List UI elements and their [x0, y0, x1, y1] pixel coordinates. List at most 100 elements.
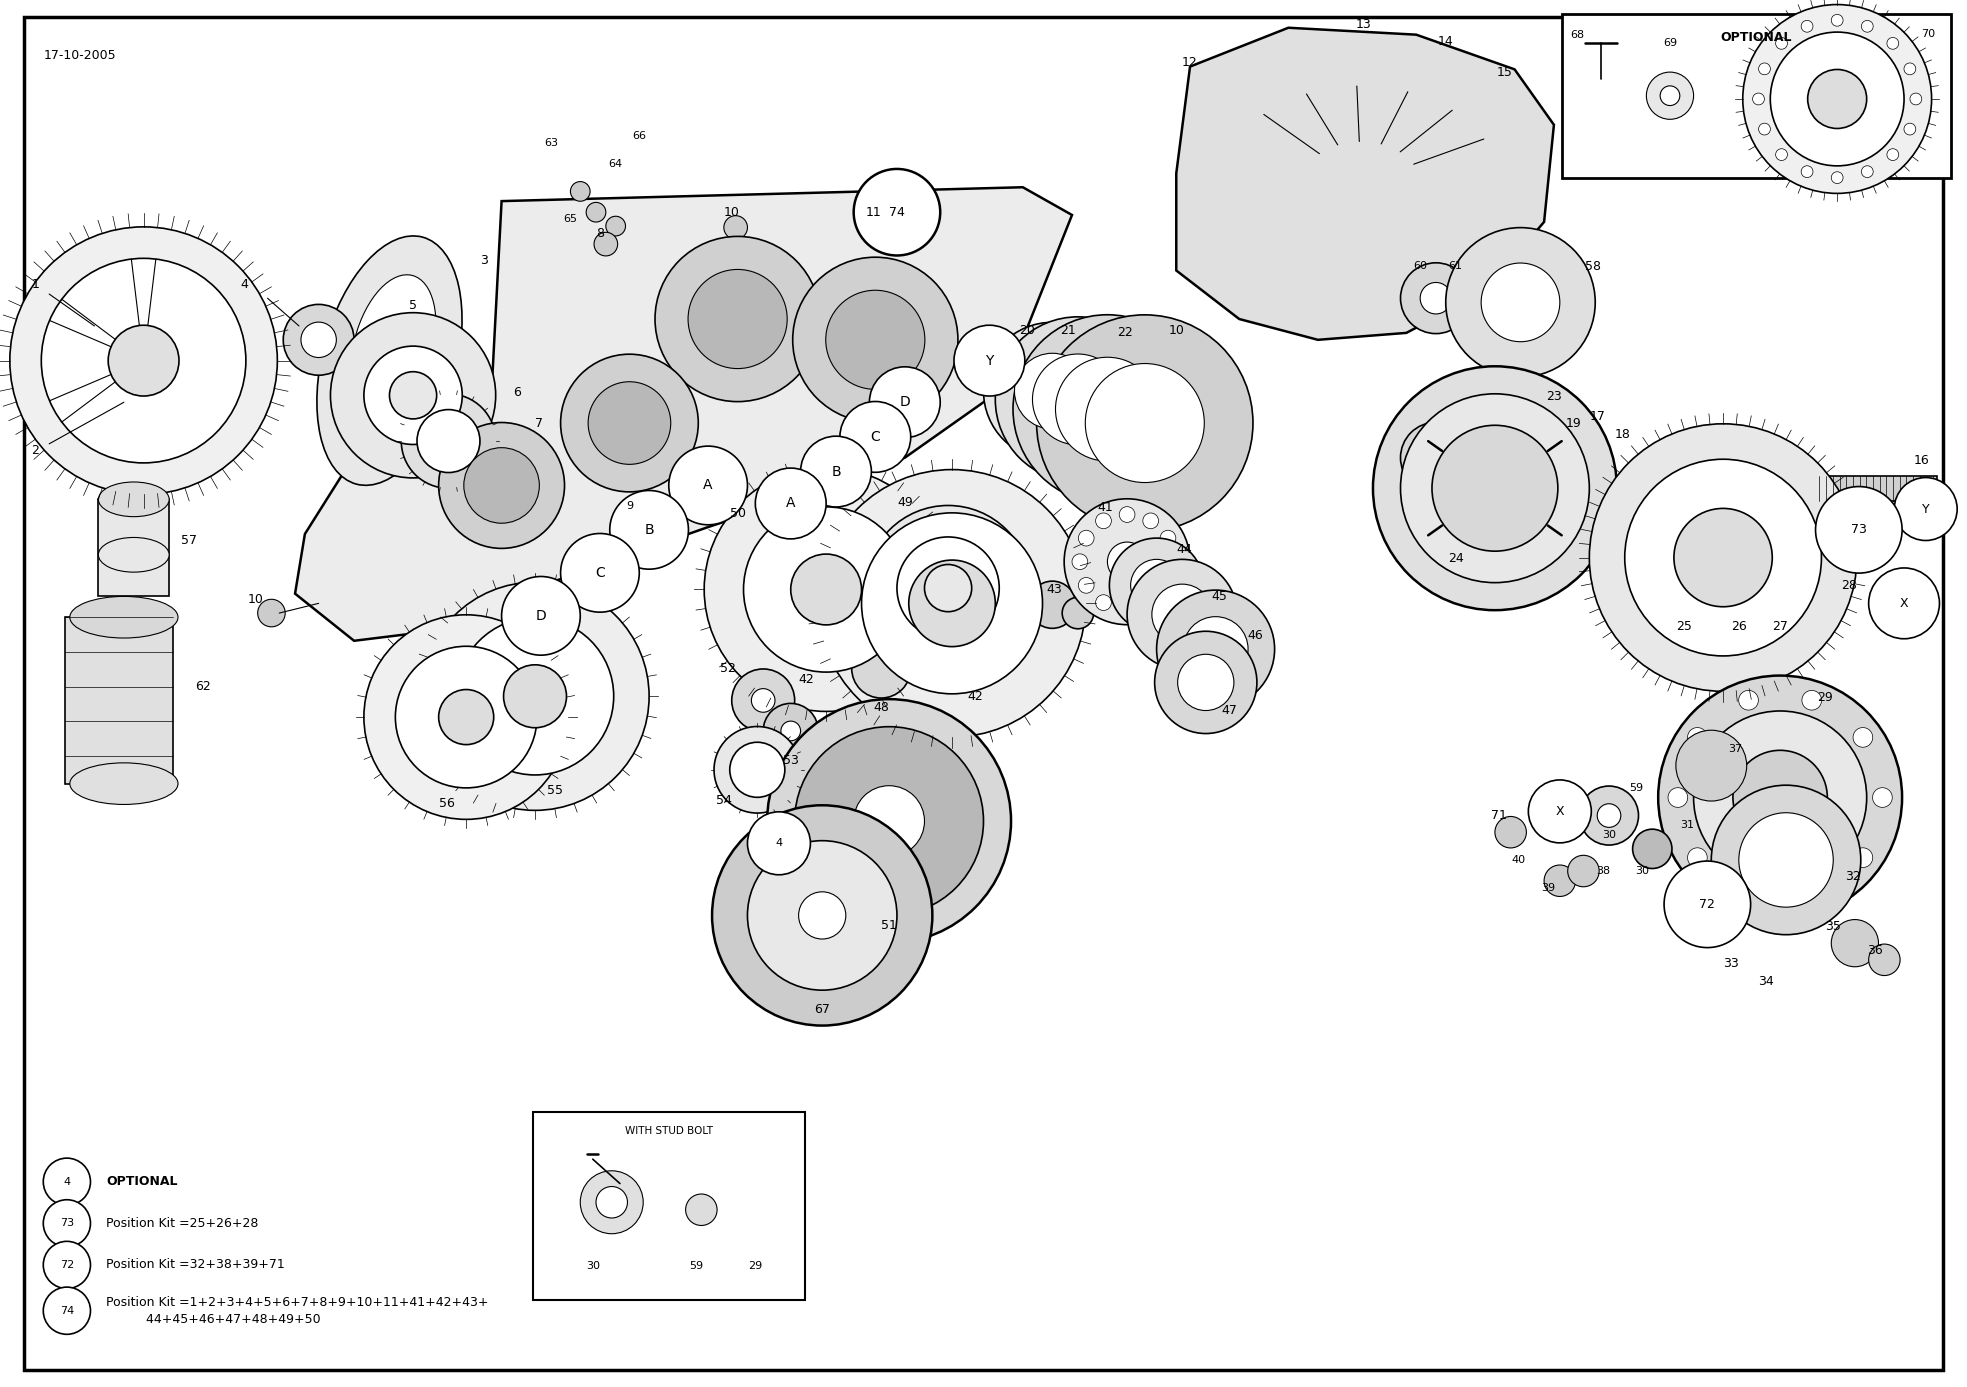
Circle shape — [1853, 847, 1873, 867]
Circle shape — [1401, 394, 1589, 583]
Circle shape — [580, 1171, 643, 1233]
Text: 12: 12 — [1182, 55, 1198, 69]
Text: 43: 43 — [1046, 583, 1062, 596]
Circle shape — [924, 565, 972, 612]
Circle shape — [1770, 32, 1904, 166]
Circle shape — [364, 614, 568, 820]
Bar — [533, 1112, 805, 1300]
Circle shape — [1420, 283, 1452, 313]
Text: 39: 39 — [1540, 882, 1556, 893]
Circle shape — [1894, 477, 1957, 541]
Text: 59: 59 — [1629, 782, 1644, 793]
Text: D: D — [899, 395, 911, 409]
Polygon shape — [1176, 28, 1554, 340]
Circle shape — [43, 1287, 90, 1334]
Circle shape — [606, 216, 626, 236]
Text: 57: 57 — [181, 534, 197, 548]
Circle shape — [588, 381, 671, 465]
Circle shape — [1758, 123, 1770, 135]
Text: 14: 14 — [1438, 35, 1454, 49]
Circle shape — [1064, 499, 1190, 624]
Text: 28: 28 — [1841, 578, 1857, 592]
Circle shape — [633, 508, 657, 533]
Circle shape — [1062, 598, 1094, 628]
Circle shape — [1178, 655, 1233, 710]
Circle shape — [1739, 813, 1833, 907]
Text: 24: 24 — [1448, 552, 1463, 566]
Circle shape — [1739, 691, 1758, 710]
Text: 35: 35 — [1825, 920, 1841, 933]
Text: 11: 11 — [865, 205, 881, 219]
Text: 26: 26 — [1731, 620, 1747, 634]
Circle shape — [639, 1147, 765, 1273]
Circle shape — [1029, 581, 1076, 628]
Circle shape — [1109, 538, 1204, 632]
Circle shape — [1739, 885, 1758, 904]
Circle shape — [669, 447, 747, 524]
Text: X: X — [1556, 804, 1564, 818]
Circle shape — [1528, 779, 1591, 843]
Text: B: B — [832, 465, 840, 479]
Circle shape — [865, 505, 1031, 671]
Circle shape — [1625, 459, 1821, 656]
Circle shape — [395, 646, 537, 788]
Circle shape — [854, 169, 940, 255]
Circle shape — [1096, 595, 1111, 610]
Text: C: C — [596, 566, 604, 580]
Circle shape — [1802, 691, 1821, 710]
Circle shape — [744, 506, 909, 673]
Circle shape — [421, 583, 649, 810]
Circle shape — [10, 227, 277, 494]
Circle shape — [1107, 542, 1147, 581]
Text: 73: 73 — [59, 1218, 75, 1229]
Circle shape — [1646, 72, 1694, 119]
Circle shape — [1597, 803, 1621, 828]
Text: 15: 15 — [1497, 65, 1513, 79]
Circle shape — [1143, 595, 1159, 610]
Text: 65: 65 — [563, 214, 578, 225]
Circle shape — [1143, 513, 1159, 528]
Polygon shape — [295, 187, 1072, 641]
Text: 53: 53 — [783, 753, 799, 767]
Circle shape — [1886, 37, 1898, 50]
Circle shape — [364, 347, 462, 444]
Text: 50: 50 — [730, 506, 745, 520]
Text: 33: 33 — [1723, 957, 1739, 971]
Text: 44: 44 — [1176, 542, 1192, 556]
Circle shape — [561, 534, 639, 612]
Circle shape — [1660, 86, 1680, 105]
Circle shape — [570, 182, 590, 201]
Circle shape — [1743, 4, 1932, 193]
Text: 54: 54 — [716, 793, 732, 807]
Circle shape — [43, 1200, 90, 1247]
Circle shape — [1869, 567, 1939, 639]
Circle shape — [1688, 847, 1707, 867]
Circle shape — [1869, 945, 1900, 975]
Circle shape — [1446, 227, 1595, 377]
Circle shape — [1753, 93, 1764, 105]
Circle shape — [43, 1158, 90, 1205]
Text: 51: 51 — [881, 918, 897, 932]
Text: B: B — [645, 523, 653, 537]
Circle shape — [1401, 262, 1471, 334]
Text: Position Kit =1+2+3+4+5+6+7+8+9+10+11+41+42+43+
          44+45+46+47+48+49+50: Position Kit =1+2+3+4+5+6+7+8+9+10+11+41… — [106, 1295, 488, 1326]
Circle shape — [1096, 513, 1111, 528]
Circle shape — [108, 325, 179, 397]
Circle shape — [793, 257, 958, 423]
Circle shape — [1481, 264, 1560, 341]
Text: 41: 41 — [1098, 501, 1113, 515]
Circle shape — [1078, 530, 1094, 546]
Circle shape — [909, 560, 995, 646]
Text: 59: 59 — [688, 1261, 702, 1270]
Circle shape — [1910, 93, 1922, 105]
Circle shape — [1904, 62, 1916, 75]
Circle shape — [763, 703, 818, 759]
Text: 36: 36 — [1867, 943, 1882, 957]
Ellipse shape — [317, 236, 462, 485]
Text: 68: 68 — [1570, 31, 1585, 40]
Circle shape — [1831, 14, 1843, 26]
Circle shape — [1119, 506, 1135, 523]
Text: 52: 52 — [720, 662, 736, 675]
Circle shape — [561, 354, 698, 492]
Text: 16: 16 — [1914, 454, 1930, 467]
